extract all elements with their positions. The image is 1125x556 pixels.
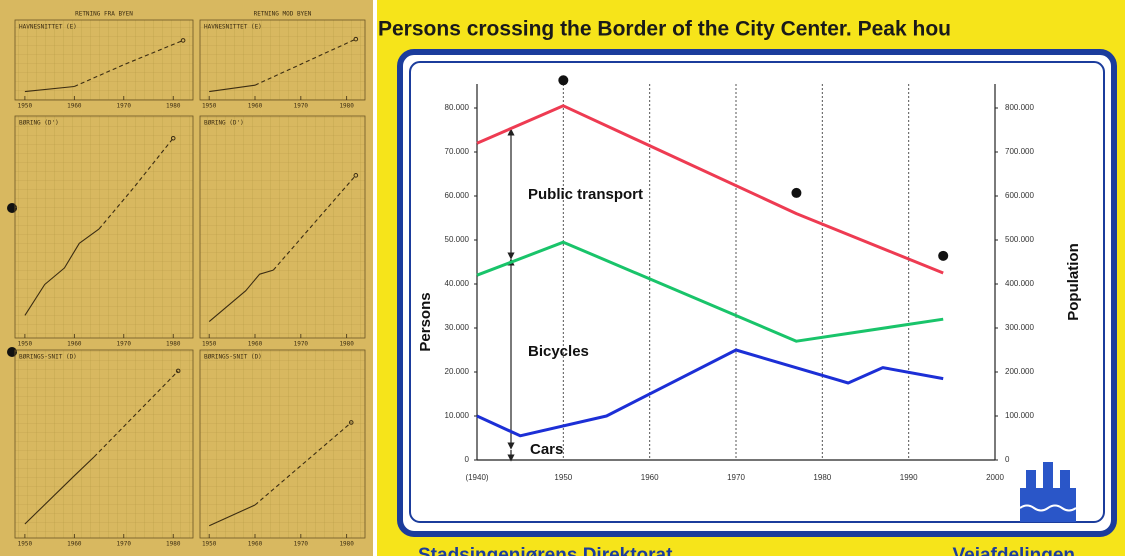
y-tick-label: 30.000 <box>445 323 470 332</box>
y2-tick-label: 700.000 <box>1005 147 1034 156</box>
x-tick-label: 1980 <box>813 473 831 482</box>
x-tick-label: 1960 <box>641 473 659 482</box>
y2-tick-label: 300.000 <box>1005 323 1034 332</box>
x-tick-label: 1970 <box>294 341 309 348</box>
x-tick-label: 1980 <box>166 103 181 110</box>
y-tick-label: 60.000 <box>445 191 470 200</box>
x-tick-label: 1960 <box>67 341 82 348</box>
page: {"chart_data": [ {"type": "line", "heade… <box>0 0 1125 556</box>
graph-paper <box>15 20 193 100</box>
x-tick-label: 1950 <box>18 541 33 548</box>
x-tick-label: 1950 <box>202 103 217 110</box>
population-point <box>791 188 801 198</box>
sheet-header: RETNING MOD BYEN <box>254 11 312 18</box>
x-tick-label: (1940) <box>465 473 488 482</box>
graph-paper <box>15 350 193 538</box>
y-tick-label: 20.000 <box>445 367 470 376</box>
x-tick-label: 1970 <box>117 103 132 110</box>
x-tick-label: 1960 <box>67 103 82 110</box>
chart-composite: RETNING FRA BYEN HAVNESNITTET (E) 1950 1960… <box>0 0 1125 556</box>
panel-divider <box>373 0 377 556</box>
annotation: Public transport <box>528 186 643 203</box>
x-tick-label: 1980 <box>166 541 181 548</box>
y2-tick-label: 400.000 <box>1005 279 1034 288</box>
y2-tick-label: 0 <box>1005 455 1010 464</box>
graph-paper <box>15 116 193 338</box>
x-tick-label: 1970 <box>294 103 309 110</box>
x-tick-label: 1950 <box>202 341 217 348</box>
chart-title: BØRINGS-SNIT (D) <box>19 354 77 361</box>
chart-title: BØRING (D') <box>19 120 59 127</box>
x-tick-label: 1980 <box>339 541 354 548</box>
x-tick-label: 1960 <box>248 541 263 548</box>
logo-tower <box>1026 470 1036 490</box>
x-tick-label: 1970 <box>294 541 309 548</box>
y2-tick-label: 100.000 <box>1005 411 1034 420</box>
graph-paper <box>200 350 365 538</box>
city-logo <box>1020 462 1076 522</box>
x-tick-label: 1970 <box>117 341 132 348</box>
chart-title: BØRING (D') <box>204 120 244 127</box>
logo-tower <box>1043 462 1053 490</box>
x-tick-label: 1960 <box>248 341 263 348</box>
y-axis-label: Persons <box>417 292 434 351</box>
x-tick-label: 1980 <box>339 341 354 348</box>
x-tick-label: 1980 <box>166 341 181 348</box>
x-tick-label: 1970 <box>117 541 132 548</box>
y2-axis-label: Population <box>1065 243 1082 321</box>
x-tick-label: 1960 <box>248 103 263 110</box>
footer-text: Vejafdelingen <box>953 545 1075 556</box>
y-tick-label: 10.000 <box>445 411 470 420</box>
graph-paper <box>200 116 365 338</box>
annotation: Bicycles <box>528 343 589 360</box>
y-tick-label: 80.000 <box>445 103 470 112</box>
y-tick-label: 50.000 <box>445 235 470 244</box>
y2-tick-label: 200.000 <box>1005 367 1034 376</box>
logo-tower <box>1060 470 1070 490</box>
population-point <box>558 75 568 85</box>
y-tick-label: 40.000 <box>445 279 470 288</box>
x-tick-label: 1950 <box>18 341 33 348</box>
y2-tick-label: 500.000 <box>1005 235 1034 244</box>
population-point <box>938 251 948 261</box>
chart-title: Persons crossing the Border of the City … <box>378 18 951 41</box>
x-tick-label: 1950 <box>554 473 572 482</box>
x-tick-label: 1960 <box>67 541 82 548</box>
sheet-header: RETNING FRA BYEN <box>75 11 133 18</box>
chart-title: BØRINGS-SNIT (D) <box>204 354 262 361</box>
x-tick-label: 1970 <box>727 473 745 482</box>
chart-title: HAVNESNITTET (E) <box>19 24 77 31</box>
graph-paper <box>200 20 365 100</box>
y-tick-label: 70.000 <box>445 147 470 156</box>
x-tick-label: 1990 <box>900 473 918 482</box>
chart-title: HAVNESNITTET (E) <box>204 24 262 31</box>
x-tick-label: 1950 <box>202 541 217 548</box>
footer-text: Stadsingeniørens Direktorat <box>418 545 673 556</box>
x-tick-label: 2000 <box>986 473 1004 482</box>
y-tick-label: 0 <box>465 455 470 464</box>
x-tick-label: 1950 <box>18 103 33 110</box>
x-tick-label: 1980 <box>339 103 354 110</box>
annotation: Cars <box>530 441 563 458</box>
y2-tick-label: 600.000 <box>1005 191 1034 200</box>
y2-tick-label: 800.000 <box>1005 103 1034 112</box>
